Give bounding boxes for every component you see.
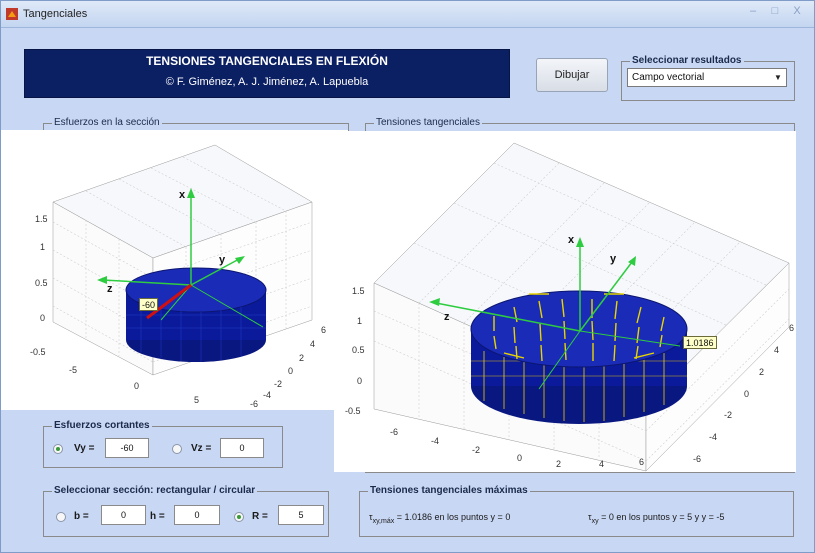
tau-zero-text: = 0 en los puntos y = 5 y y = -5 xyxy=(601,512,725,522)
h-input[interactable]: 0 xyxy=(174,505,220,525)
b-input[interactable]: 0 xyxy=(101,505,146,525)
right-3d-axes: x y z 1.5 1 0.5 0 -0.5 -6 -4 -2 0 2 4 6 … xyxy=(345,142,794,472)
tau-max-text: = 1.0186 en los puntos y = 0 xyxy=(396,512,511,522)
left-z-tick: 1.5 xyxy=(35,214,48,224)
header-authors: © F. Giménez, A. J. Jiménez, A. Lapuebla xyxy=(165,76,369,88)
left-y-tick: -6 xyxy=(250,399,258,409)
left-z-tick: -0.5 xyxy=(30,347,46,357)
results-select-value: Campo vectorial xyxy=(632,72,705,83)
left-datatip[interactable]: -60 xyxy=(139,298,159,311)
left-axis-z-label: z xyxy=(107,283,113,295)
right-y-tick: 2 xyxy=(759,367,764,377)
right-y-tick: -6 xyxy=(693,454,701,464)
left-3d-axes: x y z 1.5 1 0.5 0 -0.5 -5 0 5 6 4 2 0 -2… xyxy=(30,144,326,409)
vector-field xyxy=(493,293,665,362)
right-z-tick: 0.5 xyxy=(352,345,365,355)
right-plot-area[interactable]: x y z 1.5 1 0.5 0 -0.5 -6 -4 -2 0 2 4 6 … xyxy=(334,131,796,472)
vy-radio[interactable] xyxy=(53,444,63,454)
left-plot-area[interactable]: x y z 1.5 1 0.5 0 -0.5 -5 0 5 6 4 2 0 -2… xyxy=(1,130,348,410)
window-title: Tangenciales xyxy=(23,8,88,20)
max-stress-group: Tensiones tangenciales máximas τxy,máx =… xyxy=(359,485,794,537)
right-z-tick: 1.5 xyxy=(352,286,365,296)
left-y-tick: 0 xyxy=(288,366,293,376)
left-z-tick: 0 xyxy=(40,313,45,323)
vz-label: Vz = xyxy=(191,443,212,454)
tau-zero-result: τxy = 0 en los puntos y = 5 y y = -5 xyxy=(588,512,724,525)
header-banner: TENSIONES TANGENCIALES EN FLEXIÓN © F. G… xyxy=(24,49,510,98)
matlab-app-icon xyxy=(6,8,18,20)
results-group: Seleccionar resultados Campo vectorial ▼ xyxy=(621,55,795,101)
tau-max-result: τxy,máx = 1.0186 en los puntos y = 0 xyxy=(369,512,510,525)
vz-radio[interactable] xyxy=(172,444,182,454)
right-x-tick: -2 xyxy=(472,445,480,455)
circular-radio[interactable] xyxy=(234,512,244,522)
rectangular-radio[interactable] xyxy=(56,512,66,522)
shear-group: Esfuerzos cortantes Vy = -60 Vz = 0 xyxy=(43,420,283,468)
right-axis-z-label: z xyxy=(444,311,450,323)
header-title: TENSIONES TANGENCIALES EN FLEXIÓN xyxy=(146,54,388,68)
right-x-tick: 6 xyxy=(639,457,644,467)
right-axis-x-label: x xyxy=(568,234,575,246)
left-y-tick: -4 xyxy=(263,390,271,400)
left-axis-y-label: y xyxy=(219,254,226,266)
left-y-tick: -2 xyxy=(274,379,282,389)
b-label: b = xyxy=(74,511,89,522)
left-y-tick: 2 xyxy=(299,353,304,363)
results-select[interactable]: Campo vectorial ▼ xyxy=(627,68,787,87)
tau-max-symbol: τ xyxy=(369,512,373,522)
tau-zero-symbol: τ xyxy=(588,512,592,522)
left-x-tick: 5 xyxy=(194,395,199,405)
right-y-tick: -2 xyxy=(724,410,732,420)
right-datatip[interactable]: 1.0186 xyxy=(683,336,717,349)
right-x-tick: 0 xyxy=(517,453,522,463)
right-x-tick: -4 xyxy=(431,436,439,446)
right-y-tick: -4 xyxy=(709,432,717,442)
tau-zero-subscript: xy xyxy=(591,517,599,525)
section-group: Seleccionar sección: rectangular / circu… xyxy=(43,485,329,537)
right-y-tick: 0 xyxy=(744,389,749,399)
left-plot-title: Esfuerzos en la sección xyxy=(52,117,162,128)
left-axis-x-label: x xyxy=(179,189,186,201)
left-y-tick: 6 xyxy=(321,325,326,335)
r-input[interactable]: 5 xyxy=(278,505,324,525)
max-stress-group-title: Tensiones tangenciales máximas xyxy=(368,485,530,496)
right-x-tick: -6 xyxy=(390,427,398,437)
right-y-tick: 4 xyxy=(774,345,779,355)
maximize-button[interactable]: □ xyxy=(771,5,779,17)
right-x-tick: 2 xyxy=(556,459,561,469)
chevron-down-icon: ▼ xyxy=(774,73,782,82)
vy-input[interactable]: -60 xyxy=(105,438,149,458)
draw-button[interactable]: Dibujar xyxy=(536,58,608,92)
right-z-tick: 0 xyxy=(357,376,362,386)
left-x-tick: 0 xyxy=(134,381,139,391)
left-z-tick: 0.5 xyxy=(35,278,48,288)
results-group-title: Seleccionar resultados xyxy=(630,55,744,66)
section-group-title: Seleccionar sección: rectangular / circu… xyxy=(52,485,258,496)
left-z-tick: 1 xyxy=(40,242,45,252)
r-label: R = xyxy=(252,511,268,522)
tau-max-subscript: xy,máx xyxy=(372,517,395,525)
right-z-tick: -0.5 xyxy=(345,406,361,416)
h-label: h = xyxy=(150,511,165,522)
vz-input[interactable]: 0 xyxy=(220,438,264,458)
left-x-tick: -5 xyxy=(69,365,77,375)
shear-group-title: Esfuerzos cortantes xyxy=(52,420,152,431)
right-z-tick: 1 xyxy=(357,316,362,326)
title-bar: Tangenciales – □ X xyxy=(1,1,814,28)
vy-label: Vy = xyxy=(74,443,95,454)
right-plot-title: Tensiones tangenciales xyxy=(374,117,482,128)
right-y-tick: 6 xyxy=(789,323,794,333)
right-x-tick: 4 xyxy=(599,459,604,469)
right-axis-y-label: y xyxy=(610,253,617,265)
minimize-button[interactable]: – xyxy=(749,5,757,17)
close-button[interactable]: X xyxy=(793,5,801,17)
left-y-tick: 4 xyxy=(310,339,315,349)
